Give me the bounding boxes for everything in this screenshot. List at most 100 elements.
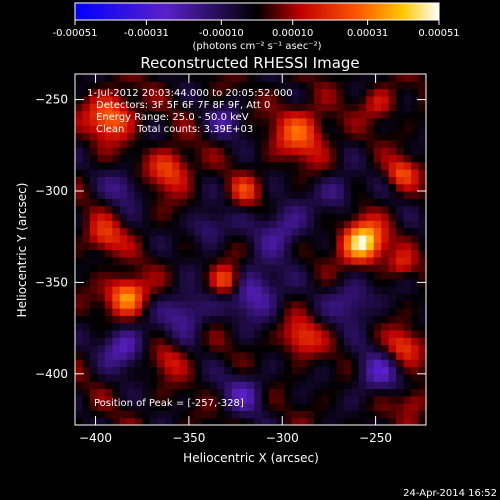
heatmap-cell (411, 337, 420, 346)
heatmap-cell (112, 234, 121, 243)
heatmap-cell (306, 205, 315, 214)
heatmap-cell (269, 286, 278, 294)
footer-timestamp: 24-Apr-2014 16:52 (403, 488, 497, 499)
heatmap-cell (112, 205, 121, 214)
heatmap-cell (358, 161, 367, 170)
heatmap-cell (82, 264, 91, 273)
heatmap-cell (179, 125, 188, 134)
heatmap-cell (239, 125, 248, 134)
heatmap-cell (149, 264, 158, 273)
heatmap-cell (75, 395, 84, 404)
heatmap-cell (269, 271, 278, 280)
heatmap-cell (388, 154, 397, 163)
heatmap-cell (396, 271, 405, 280)
heatmap-cell (142, 381, 151, 390)
heatmap-cell (306, 95, 315, 104)
heatmap-cell (284, 161, 293, 170)
heatmap-cell (209, 198, 218, 207)
heatmap-cell (142, 205, 151, 214)
heatmap-cell (261, 191, 270, 199)
heatmap-cell (164, 300, 173, 309)
heatmap-cell (142, 227, 151, 236)
heatmap-cell (254, 81, 263, 90)
heatmap-cell (358, 81, 367, 90)
heatmap-cell (187, 95, 196, 104)
heatmap-cell (89, 403, 99, 411)
heatmap-cell (373, 95, 382, 104)
heatmap-cell (149, 256, 158, 265)
heatmap-cell (134, 249, 143, 258)
heatmap-cell (261, 74, 270, 82)
heatmap-cell (336, 417, 345, 425)
heatmap-cell (216, 103, 225, 112)
heatmap-cell (142, 198, 151, 207)
heatmap-cell (134, 366, 143, 375)
heatmap-cell (254, 242, 263, 251)
heatmap-cell (172, 271, 181, 280)
heatmap-cell (246, 308, 255, 316)
heatmap-cell (261, 351, 270, 360)
heatmap-cell (89, 322, 99, 331)
heatmap-cell (149, 403, 158, 411)
heatmap-cell (403, 410, 412, 419)
heatmap-cell (157, 293, 166, 302)
heatmap-cell (134, 410, 143, 419)
heatmap-cell (201, 212, 211, 221)
heatmap-cell (358, 169, 367, 177)
heatmap-cell (75, 373, 84, 382)
heatmap-cell (187, 337, 196, 346)
heatmap-cell (239, 271, 248, 280)
heatmap-cell (82, 161, 91, 170)
heatmap-cell (179, 381, 188, 390)
heatmap-cell (269, 300, 278, 309)
heatmap-cell (261, 227, 270, 236)
heatmap-cell (97, 271, 106, 280)
heatmap-cell (75, 271, 84, 280)
heatmap-cell (343, 417, 352, 425)
heatmap-cell (381, 169, 390, 177)
heatmap-cell (75, 74, 84, 82)
heatmap-cell (381, 220, 390, 229)
heatmap-cell (246, 351, 255, 360)
heatmap-cell (104, 154, 113, 163)
heatmap-cell (403, 81, 412, 90)
heatmap-cell (388, 220, 397, 229)
heatmap-cell (246, 191, 255, 199)
heatmap-cell (351, 198, 360, 207)
heatmap-cell (209, 344, 218, 353)
heatmap-cell (97, 103, 106, 112)
heatmap-cell (358, 242, 367, 251)
heatmap-cell (336, 344, 345, 353)
heatmap-cell (336, 242, 345, 251)
heatmap-cell (336, 388, 345, 397)
heatmap-cell (201, 344, 211, 353)
heatmap-cell (216, 183, 225, 192)
heatmap-cell (321, 95, 330, 104)
heatmap-cell (172, 139, 181, 148)
heatmap-cell (306, 220, 315, 229)
heatmap-cell (321, 308, 330, 316)
heatmap-cell (276, 212, 285, 221)
heatmap-cell (164, 344, 173, 353)
heatmap-cell (231, 169, 240, 177)
heatmap-cell (336, 359, 345, 368)
heatmap-cell (291, 395, 300, 404)
heatmap-cell (269, 373, 278, 382)
heatmap-cell (291, 88, 300, 97)
heatmap-cell (373, 183, 382, 192)
heatmap-cell (142, 125, 151, 134)
heatmap-cell (216, 293, 225, 302)
heatmap-cell (313, 88, 323, 97)
heatmap-cell (209, 322, 218, 331)
heatmap-cell (321, 322, 330, 331)
heatmap-cell (403, 373, 412, 382)
heatmap-cell (112, 220, 121, 229)
heatmap-cell (75, 300, 84, 309)
heatmap-cell (246, 417, 255, 425)
heatmap-cell (112, 249, 121, 258)
heatmap-cell (127, 359, 136, 368)
heatmap-cell (351, 249, 360, 258)
heatmap-cell (179, 256, 188, 265)
heatmap-cell (149, 286, 158, 294)
heatmap-cell (373, 147, 382, 156)
